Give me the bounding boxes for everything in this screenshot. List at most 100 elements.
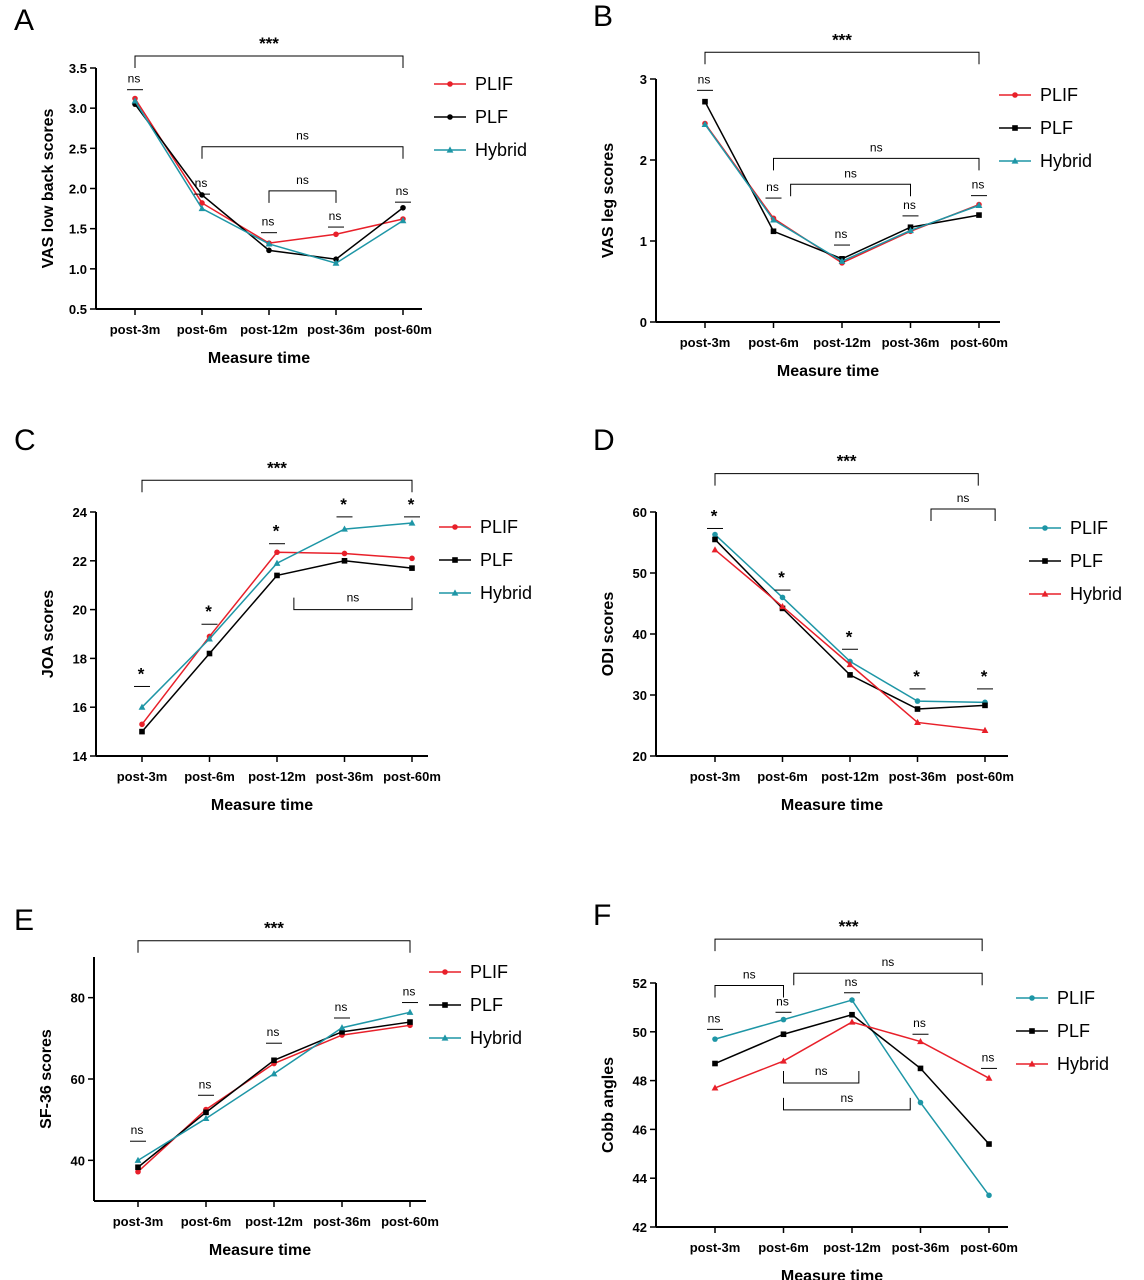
data-point <box>712 1060 718 1067</box>
panel-label: C <box>14 424 36 457</box>
series-hybrid <box>131 97 407 266</box>
x-tick-label: post-6m <box>184 769 235 784</box>
data-point <box>406 1008 414 1015</box>
data-point <box>711 1084 719 1091</box>
data-point <box>409 565 415 571</box>
x-tick-label: post-12m <box>823 1240 881 1255</box>
y-axis-title: VAS low back scores <box>40 109 57 269</box>
y-tick-label: 2.0 <box>69 182 87 197</box>
significance-label: ns <box>131 1123 144 1137</box>
data-point <box>849 1011 855 1018</box>
data-point <box>134 1156 142 1163</box>
x-tick-label: post-6m <box>757 769 808 784</box>
data-point <box>986 1141 992 1147</box>
significance-label: ns <box>776 994 789 1008</box>
series-line <box>134 103 404 260</box>
y-tick-label: 50 <box>633 566 647 581</box>
significance-label: ns <box>903 198 916 212</box>
y-tick-label: 1 <box>640 234 647 249</box>
data-point <box>341 525 348 532</box>
y-tick-label: 40 <box>71 1153 85 1168</box>
panel-label: F <box>593 899 611 932</box>
y-tick-label: 14 <box>73 749 88 764</box>
significance-label: ns <box>957 491 970 505</box>
y-tick-label: 80 <box>71 991 85 1006</box>
x-tick-label: post-12m <box>245 1214 303 1229</box>
x-tick-label: post-3m <box>690 1240 741 1255</box>
data-point <box>914 698 921 704</box>
y-tick-label: 3.5 <box>69 61 87 76</box>
significance-label: * <box>273 522 280 541</box>
data-point <box>838 257 846 264</box>
significance-label: *** <box>264 919 284 938</box>
series-line <box>714 1021 990 1089</box>
data-point <box>917 1065 924 1072</box>
panel-label: B <box>593 0 613 33</box>
x-tick-label: post-60m <box>383 769 441 784</box>
series-hybrid <box>138 519 416 710</box>
legend-label: Hybrid <box>475 140 527 160</box>
significance-bracket <box>783 1097 911 1111</box>
chart-panel-E: E 40 60 80 post-3m post-6m post-12m post-36m pos… <box>14 904 522 1259</box>
series-plif <box>712 531 988 706</box>
x-tick-label: post-36m <box>882 335 940 350</box>
data-point <box>338 1024 346 1031</box>
y-tick-label: 60 <box>71 1072 85 1087</box>
y-axis-title: SF-36 scores <box>38 1029 55 1129</box>
legend-label: PLF <box>475 107 508 127</box>
y-tick-label: 52 <box>633 976 647 991</box>
x-tick-label: post-12m <box>240 322 298 337</box>
data-point <box>917 1099 924 1106</box>
significance-label: ns <box>195 176 208 190</box>
data-point <box>408 519 416 526</box>
legend-marker <box>452 524 458 530</box>
data-point <box>712 1036 718 1042</box>
significance-label: ns <box>972 178 985 192</box>
data-point <box>273 559 281 566</box>
legend-marker <box>1029 1028 1035 1034</box>
data-point <box>135 1168 141 1175</box>
y-tick-label: 24 <box>73 505 88 520</box>
series-line <box>714 1013 990 1145</box>
x-tick-label: post-36m <box>313 1214 371 1229</box>
legend: PLIF PLF Hybrid <box>999 85 1092 171</box>
significance-label: ns <box>199 1077 212 1091</box>
y-tick-label: 20 <box>633 749 647 764</box>
chart-panel-C: C 14 16 18 20 22 24 post-3m post-6m post-12m post-… <box>14 424 532 814</box>
y-tick-label: 20 <box>73 603 87 618</box>
significance-label: * <box>981 667 988 686</box>
significance-bracket <box>201 146 404 159</box>
data-point <box>341 558 348 564</box>
x-tick-label: post-60m <box>956 769 1014 784</box>
significance-label: ns <box>815 1064 828 1078</box>
legend-label: PLIF <box>1040 85 1078 105</box>
x-tick-label: post-6m <box>758 1240 809 1255</box>
legend: PLIF PLF Hybrid <box>1016 988 1109 1074</box>
y-axis-title: ODI scores <box>600 592 617 677</box>
series-plf <box>712 536 988 712</box>
data-point <box>770 228 777 235</box>
data-point <box>780 1031 787 1038</box>
x-tick-label: post-36m <box>892 1240 950 1255</box>
legend-marker <box>442 969 448 975</box>
significance-label: * <box>138 664 145 683</box>
legend-marker <box>446 146 454 153</box>
y-tick-label: 0 <box>640 315 647 330</box>
data-point <box>333 256 339 262</box>
significance-label: ns <box>766 180 779 194</box>
data-point <box>270 1070 278 1077</box>
legend-label: PLF <box>1040 118 1073 138</box>
x-tick-label: post-36m <box>307 322 365 337</box>
x-axis-title: Measure time <box>777 363 879 380</box>
data-point <box>409 555 415 562</box>
significance-label: ns <box>882 955 895 969</box>
series-hybrid <box>711 1018 993 1091</box>
data-point <box>847 672 853 678</box>
y-tick-label: 3 <box>640 72 647 87</box>
significance-label: ns <box>743 967 756 981</box>
chart-panel-A: A 0.5 1.0 1.5 2.0 2.5 3.0 3.5 post-3m post-6m post… <box>14 4 527 367</box>
legend: PLIF PLF Hybrid <box>429 962 522 1048</box>
panel-label: D <box>593 424 615 457</box>
x-tick-label: post-3m <box>113 1214 164 1229</box>
